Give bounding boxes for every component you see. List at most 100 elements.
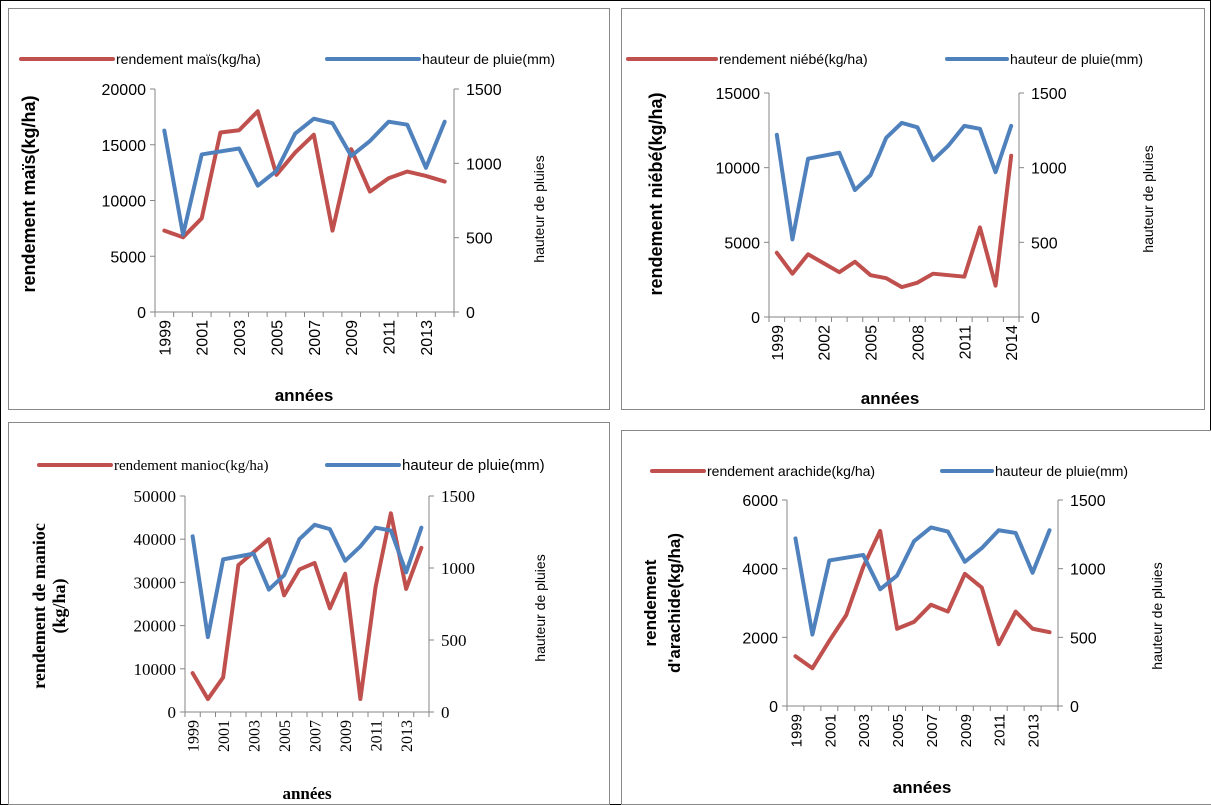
x-tick-label: 2009 — [344, 320, 361, 356]
x-tick-label: 2007 — [307, 320, 324, 356]
y2-axis-title: hauteur de pluies — [531, 155, 547, 262]
legend-label: hauteur de pluie(mm) — [1010, 51, 1143, 67]
y-tick-label: 5000 — [724, 235, 760, 252]
legend-label: rendement manioc(kg/ha) — [114, 458, 269, 474]
y2-tick-label: 500 — [441, 631, 467, 650]
x-tick-label: 2008 — [910, 325, 927, 361]
x-axis-title: années — [275, 386, 334, 405]
y-axis-title: rendement niébé(kg/ha) — [646, 92, 666, 295]
chart-niebe: 0 5000 10000 15000 0 500 1000 1500 1999 2002 2005 2… — [626, 51, 1156, 408]
x-tick-label: 2003 — [856, 714, 873, 747]
y-axis-title: rendement de manioc — [29, 523, 49, 689]
y2-tick-label: 1000 — [441, 559, 475, 578]
x-tick-label: 2005 — [269, 320, 286, 356]
x-tick-label: 1999 — [157, 320, 174, 356]
y2-tick-label: 0 — [441, 703, 450, 722]
x-axis-title: années — [893, 778, 952, 797]
chart-panel-arachide: 0 2000 4000 6000 0 500 1000 1500 1999 2001 2003 200… — [621, 430, 1211, 805]
x-tick-label: 2011 — [957, 325, 974, 360]
x-axis-title: années — [282, 784, 332, 803]
y-axis-title: d'arachide(kg/ha) — [665, 533, 684, 673]
y-tick-label: 0 — [168, 703, 177, 722]
x-tick-label: 2011 — [992, 714, 1009, 746]
y-tick-label: 0 — [769, 699, 778, 716]
y-tick-label: 15000 — [102, 138, 147, 155]
series-line-pluie — [774, 120, 1014, 242]
y-axis-title: (kg/ha) — [49, 578, 70, 633]
y-axis-title: rendement — [641, 559, 660, 646]
x-tick-label: 2002 — [817, 325, 834, 361]
x-tick-label: 2013 — [1026, 714, 1043, 747]
x-tick-label: 2011 — [369, 720, 386, 751]
y-tick-label: 20000 — [134, 617, 177, 636]
x-tick-label: 2014 — [1004, 325, 1021, 361]
series-line-rendement — [190, 511, 424, 702]
x-tick-label: 2009 — [958, 714, 975, 747]
legend-label: rendement maïs(kg/ha) — [116, 51, 261, 67]
y-axis-title: rendement maïs(kg/ha) — [19, 95, 39, 292]
y2-tick-label: 0 — [1031, 310, 1040, 327]
y-tick-label: 30000 — [134, 573, 177, 592]
x-tick-label: 2011 — [382, 320, 399, 355]
y2-tick-label: 500 — [1070, 630, 1097, 647]
y2-tick-label: 0 — [466, 305, 475, 322]
x-tick-label: 2001 — [195, 320, 212, 356]
x-tick-label: 2005 — [890, 714, 907, 747]
legend-label: rendement niébé(kg/ha) — [719, 51, 868, 67]
chart-panel-manioc: 0 10000 20000 30000 40000 50000 0 500 1000 1500 19… — [8, 422, 610, 805]
y2-tick-label: 1000 — [1031, 161, 1067, 178]
series-line-pluie — [162, 116, 447, 237]
chart-panel-niebe: 0 5000 10000 15000 0 500 1000 1500 1999 2002 2005 2… — [621, 8, 1205, 410]
y-tick-label: 10000 — [134, 660, 177, 679]
y-tick-label: 50000 — [134, 487, 177, 506]
x-axis-title: années — [861, 389, 920, 408]
y2-tick-label: 1500 — [466, 82, 502, 99]
y-tick-label: 2000 — [742, 630, 778, 647]
y-tick-label: 15000 — [716, 86, 761, 103]
x-tick-label: 2007 — [924, 714, 941, 747]
legend-label: hauteur de pluie(mm) — [422, 51, 555, 67]
series-line-pluie — [190, 522, 424, 640]
y-tick-label: 4000 — [742, 562, 778, 579]
series-line-rendement — [774, 153, 1014, 290]
y-tick-label: 10000 — [716, 161, 761, 178]
series-line-rendement — [162, 109, 447, 240]
chart-mais: 0 5000 10000 15000 20000 0 500 1000 1500 1999 2001… — [19, 51, 555, 405]
x-tick-label: 2009 — [338, 720, 355, 752]
chart-panel-mais: 0 5000 10000 15000 20000 0 500 1000 1500 1999 2001… — [8, 8, 610, 410]
series-line-rendement — [793, 528, 1052, 671]
y2-axis-title: hauteur de pluies — [1140, 145, 1156, 252]
x-tick-label: 1999 — [186, 720, 203, 752]
y2-tick-label: 1000 — [1070, 562, 1106, 579]
y2-tick-label: 1000 — [466, 156, 502, 173]
legend-label: hauteur de pluie(mm) — [402, 457, 545, 474]
x-tick-label: 2001 — [216, 720, 233, 752]
y2-axis-title: hauteur de pluies — [532, 554, 548, 661]
x-tick-label: 2013 — [419, 320, 436, 356]
y-tick-label: 40000 — [134, 530, 177, 549]
legend-label: rendement arachide(kg/ha) — [707, 463, 875, 479]
chart-arachide: 0 2000 4000 6000 0 500 1000 1500 1999 2001 2003 200… — [641, 463, 1165, 797]
x-tick-label: 2013 — [399, 720, 416, 752]
x-tick-label: 2005 — [277, 720, 294, 752]
y2-tick-label: 1500 — [441, 487, 475, 506]
y-tick-label: 5000 — [110, 249, 146, 266]
y2-tick-label: 500 — [466, 231, 493, 248]
y-tick-label: 6000 — [742, 493, 778, 510]
y-tick-label: 0 — [137, 305, 146, 322]
y-tick-label: 10000 — [102, 194, 147, 211]
y2-tick-label: 1500 — [1031, 86, 1067, 103]
y-tick-label: 20000 — [102, 82, 147, 99]
y2-tick-label: 0 — [1070, 699, 1079, 716]
x-tick-label: 2001 — [822, 714, 839, 747]
y2-tick-label: 1500 — [1070, 493, 1106, 510]
y2-axis-title: hauteur de pluies — [1149, 562, 1165, 669]
x-tick-label: 2007 — [308, 720, 325, 752]
x-tick-label: 1999 — [788, 714, 805, 747]
series-line-pluie — [793, 525, 1052, 637]
x-tick-label: 2005 — [864, 325, 881, 361]
chart-manioc: 0 10000 20000 30000 40000 50000 0 500 1000 1500 19… — [29, 457, 548, 803]
x-tick-label: 2003 — [247, 720, 264, 752]
y-tick-label: 0 — [751, 310, 760, 327]
legend-label: hauteur de pluie(mm) — [995, 463, 1128, 479]
